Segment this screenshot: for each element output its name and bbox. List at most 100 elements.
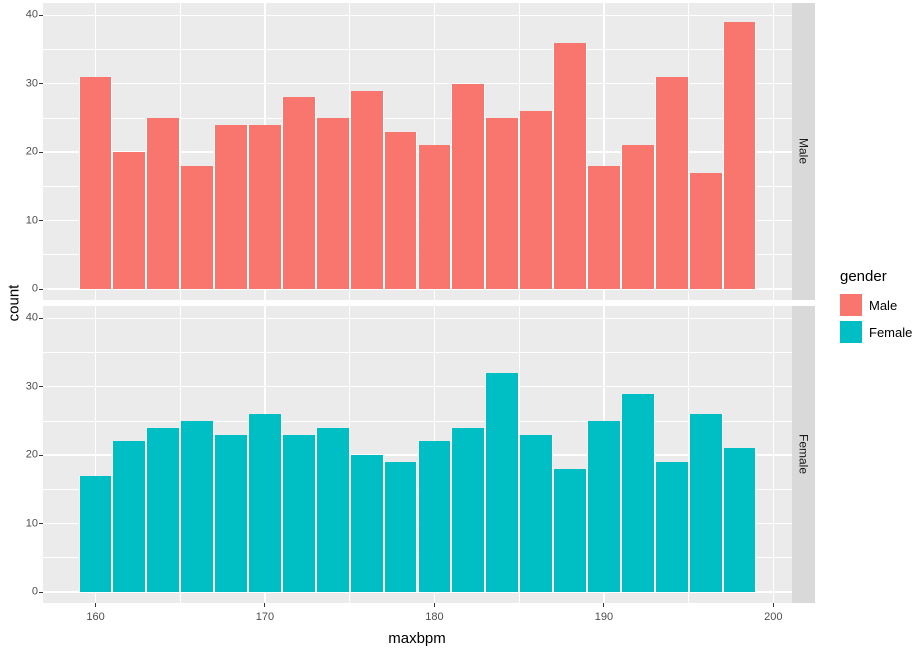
histogram-bar-male-182 — [451, 83, 486, 290]
gridline-major-h — [43, 591, 792, 593]
histogram-bar-female-180 — [417, 441, 452, 593]
histogram-bar-male-164 — [146, 117, 181, 290]
histogram-bar-female-168 — [214, 434, 249, 593]
gridline-minor-h — [43, 117, 792, 119]
histogram-bar-female-160 — [78, 475, 113, 593]
histogram-bar-female-194 — [654, 462, 689, 593]
histogram-bar-female-174 — [315, 427, 350, 593]
histogram-bar-female-162 — [112, 441, 147, 593]
histogram-bar-female-170 — [248, 414, 282, 593]
y-tick-label: 20 — [25, 448, 38, 461]
histogram-bar-male-188 — [553, 42, 587, 290]
histogram-bar-male-184 — [485, 117, 520, 290]
y-tick-mark — [39, 83, 43, 85]
y-tick-label: 20 — [25, 145, 38, 158]
histogram-bar-male-180 — [417, 145, 452, 290]
histogram-bar-male-166 — [180, 165, 215, 290]
gridline-major-v — [94, 306, 97, 603]
y-tick-mark — [39, 220, 43, 222]
y-tick-label: 30 — [25, 77, 38, 90]
legend-entries: Male Female — [840, 294, 912, 343]
x-axis-title: maxbpm — [388, 630, 446, 647]
x-tick-mark — [95, 603, 97, 607]
y-tick-label: 10 — [25, 214, 38, 227]
legend-entry-female: Female — [840, 321, 912, 343]
histogram-bar-female-176 — [349, 455, 384, 593]
histogram-bar-male-198 — [722, 22, 757, 290]
histogram-bar-female-188 — [553, 468, 587, 593]
y-tick-label: 40 — [25, 311, 38, 324]
histogram-bar-female-192 — [620, 393, 655, 593]
panel-male — [43, 3, 792, 300]
histogram-bar-male-190 — [586, 165, 621, 290]
y-tick-label: 40 — [25, 8, 38, 21]
legend-title: gender — [840, 268, 887, 285]
x-tick-label: 160 — [86, 611, 105, 623]
gridline-major-v — [603, 3, 605, 300]
legend-swatch-male — [840, 294, 862, 316]
histogram-bar-male-192 — [620, 145, 655, 290]
histogram-bar-male-162 — [112, 152, 147, 290]
facet-strip-female-label: Female — [796, 434, 811, 475]
y-tick-mark — [39, 151, 43, 153]
histogram-bar-female-178 — [383, 462, 418, 593]
y-tick-mark — [39, 14, 43, 16]
histogram-bar-male-174 — [315, 117, 350, 290]
x-tick-label: 190 — [594, 611, 614, 623]
x-tick-mark — [603, 603, 605, 607]
histogram-bar-female-172 — [281, 434, 316, 593]
histogram-bar-male-160 — [78, 76, 113, 290]
legend-label-female: Female — [869, 324, 913, 340]
facet-strip-male: Male — [792, 3, 815, 300]
legend-entry-male: Male — [840, 294, 912, 316]
y-tick-mark — [39, 386, 43, 388]
histogram-bar-female-186 — [519, 434, 554, 593]
histogram-bar-female-184 — [485, 373, 520, 593]
y-tick-label: 30 — [25, 380, 38, 393]
facet-strip-female: Female — [792, 306, 815, 603]
y-tick-mark — [39, 591, 43, 593]
gridline-major-h — [43, 288, 792, 290]
histogram-bar-male-170 — [248, 124, 282, 290]
histogram-bar-male-176 — [349, 90, 384, 290]
gridline-minor-h — [43, 49, 792, 50]
gridline-major-h — [43, 386, 792, 388]
x-tick-mark — [433, 603, 435, 607]
y-tick-mark — [39, 523, 43, 525]
gridline-major-v — [772, 3, 775, 300]
y-tick-label: 0 — [31, 585, 38, 598]
histogram-bar-female-166 — [180, 420, 215, 593]
histogram-bar-male-168 — [214, 124, 249, 290]
histogram-bar-female-164 — [146, 427, 181, 593]
histogram-bar-female-190 — [586, 420, 621, 593]
gridline-major-h — [43, 14, 792, 16]
histogram-bar-male-186 — [519, 111, 554, 290]
y-tick-label: 10 — [25, 517, 38, 530]
histogram-bar-male-194 — [654, 76, 689, 290]
histogram-bar-female-198 — [722, 448, 757, 593]
gridline-minor-h — [43, 420, 792, 422]
legend-label-male: Male — [869, 297, 898, 313]
x-tick-label: 170 — [255, 611, 275, 623]
gridline-major-h — [43, 83, 792, 85]
facet-strip-male-label: Male — [796, 138, 811, 165]
histogram-bar-female-196 — [688, 414, 723, 593]
y-tick-mark — [39, 288, 43, 290]
legend: gender Male Female — [840, 268, 912, 348]
histogram-bar-male-196 — [688, 172, 723, 290]
x-tick-label: 180 — [425, 611, 444, 623]
histogram-bar-female-182 — [451, 427, 486, 593]
histogram-bar-male-172 — [281, 97, 316, 290]
x-tick-mark — [772, 603, 774, 607]
legend-swatch-female — [840, 321, 862, 343]
x-tick-label: 200 — [764, 611, 783, 623]
x-tick-mark — [264, 603, 266, 607]
gridline-minor-h — [43, 352, 792, 353]
panel-female — [43, 306, 792, 603]
y-tick-label: 0 — [31, 282, 38, 295]
gridline-major-h — [43, 317, 792, 319]
y-tick-mark — [39, 454, 43, 456]
y-tick-mark — [39, 317, 43, 319]
histogram-bar-male-178 — [383, 131, 418, 290]
